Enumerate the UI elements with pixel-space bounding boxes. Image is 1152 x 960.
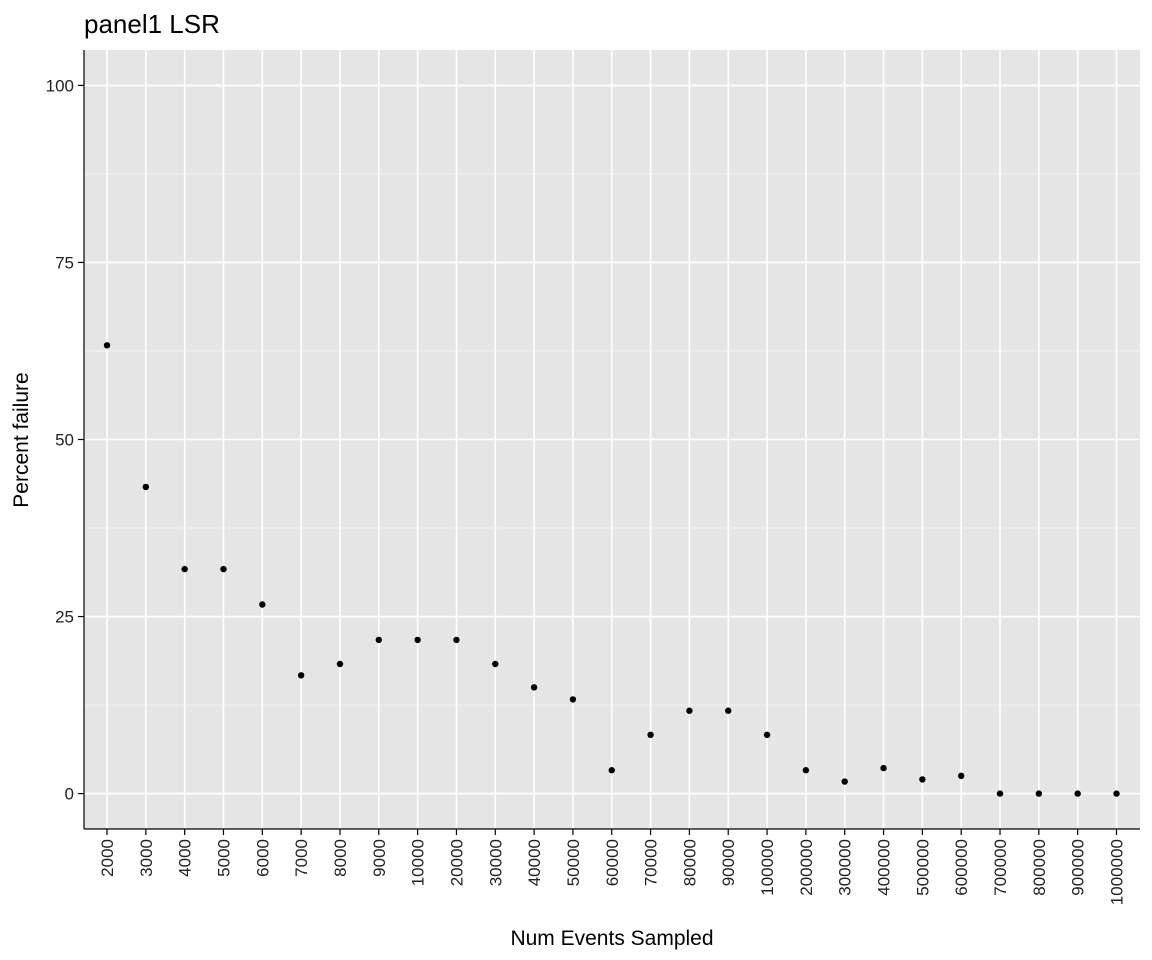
x-tick-label: 4000 (176, 839, 195, 877)
data-point (414, 636, 421, 644)
x-tick-label: 400000 (875, 839, 894, 896)
data-point (103, 342, 111, 349)
data-point (1113, 790, 1120, 797)
grid-lines (84, 50, 1140, 829)
x-tick-label: 800000 (1030, 839, 1049, 896)
y-tick-label: 50 (55, 431, 74, 450)
data-point (530, 684, 538, 691)
y-tick-label: 75 (55, 253, 74, 272)
data-point (725, 707, 732, 714)
x-tick-label: 6000 (253, 839, 272, 877)
x-tick-label: 30000 (486, 839, 505, 886)
data-point (841, 778, 848, 785)
data-point (336, 660, 344, 668)
x-tick-label: 7000 (292, 839, 311, 877)
y-axis-ticks: 0 25 50 75 100 (46, 76, 84, 804)
data-point (569, 696, 577, 703)
data-point (647, 731, 654, 739)
y-tick-label: 0 (65, 785, 74, 804)
x-tick-label: 1000000 (1108, 839, 1127, 905)
data-point (259, 601, 266, 608)
x-tick-label: 900000 (1069, 839, 1088, 896)
x-tick-label: 50000 (564, 839, 583, 886)
data-point (957, 772, 965, 780)
x-tick-label: 300000 (836, 839, 855, 896)
y-tick-label: 25 (55, 608, 74, 627)
data-point (763, 731, 771, 739)
x-tick-label: 700000 (991, 839, 1010, 896)
x-tick-label: 9000 (370, 839, 389, 877)
data-point (996, 790, 1004, 797)
x-tick-label: 40000 (525, 839, 544, 886)
x-tick-label: 20000 (447, 839, 466, 886)
x-tick-label: 2000 (98, 839, 117, 877)
data-point (608, 767, 615, 774)
chart-title: panel1 LSR (84, 9, 220, 39)
data-point (919, 776, 926, 783)
x-tick-label: 100000 (758, 839, 777, 896)
x-tick-label: 500000 (913, 839, 932, 896)
x-tick-label: 200000 (797, 839, 816, 896)
data-point (802, 767, 810, 774)
x-tick-label: 8000 (331, 839, 350, 877)
x-tick-label: 10000 (409, 839, 428, 886)
data-point (492, 660, 499, 668)
x-axis-ticks: 2000 3000 4000 5000 6000 7000 8000 9000 10000 200… (98, 829, 1127, 905)
x-tick-label: 3000 (137, 839, 156, 877)
data-point (181, 565, 188, 573)
x-tick-label: 5000 (214, 839, 233, 877)
data-point (1035, 790, 1043, 797)
data-point (1074, 790, 1081, 797)
y-tick-label: 100 (46, 76, 74, 95)
data-point (142, 483, 150, 491)
x-tick-label: 80000 (680, 839, 699, 886)
data-points (103, 342, 1120, 797)
data-point (375, 636, 382, 644)
x-tick-label: 60000 (603, 839, 622, 886)
data-point (686, 707, 693, 714)
x-tick-label: 600000 (952, 839, 971, 896)
y-axis-title: Percent failure (10, 372, 33, 507)
x-axis-title: Num Events Sampled (510, 927, 713, 950)
data-point (220, 565, 227, 573)
data-point (880, 764, 887, 772)
data-point (297, 672, 305, 679)
x-tick-label: 70000 (642, 839, 661, 886)
x-tick-label: 90000 (719, 839, 738, 886)
data-point (453, 636, 460, 644)
